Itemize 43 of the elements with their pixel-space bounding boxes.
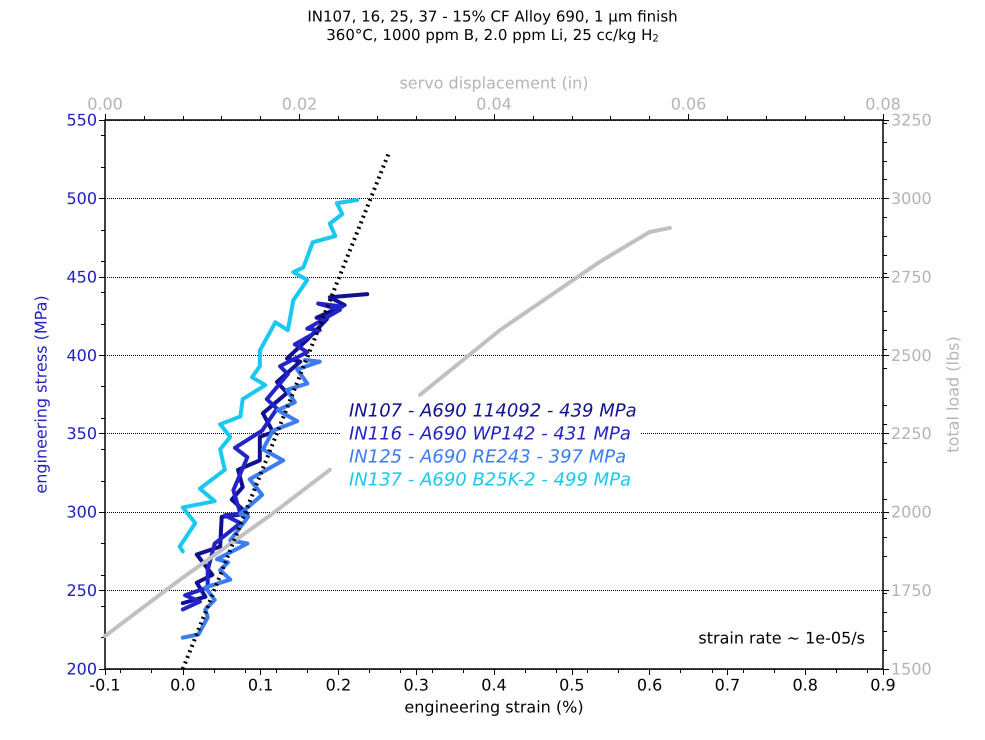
y-axis-title: engineering stress (MPa): [32, 295, 50, 494]
y2-tick-label: 2000: [891, 502, 932, 522]
x-tick-label: 0.3: [403, 676, 429, 694]
y-tick-label: 200: [66, 660, 97, 678]
y2-tick-label: 3000: [891, 188, 932, 208]
text: IN107 - A690 114092 - 439 MPa: [349, 400, 637, 422]
line-series: [180, 302, 344, 612]
x-tick-label: 0.6: [636, 676, 662, 694]
x-tick-label: -0.1: [89, 676, 121, 694]
x2-tick-label: 0.06: [670, 94, 706, 114]
y2-tick-label: 1750: [891, 581, 932, 600]
text: IN116 - A690 WP142 - 431 MPa: [349, 424, 631, 444]
x-tick-label: 0.2: [326, 676, 352, 694]
annotation: strain rate ~ 1e-05/s: [698, 628, 865, 648]
x-tick-label: 0.4: [481, 676, 507, 694]
y-tick-label: 500: [66, 188, 97, 208]
y-tick-label: 250: [66, 581, 97, 600]
text: IN137 - A690 B25K-2 - 499 MPa: [349, 470, 632, 490]
chart-title: IN107, 16, 25, 37 - 15% CF Alloy 690, 1 µm finish: [307, 8, 678, 26]
x-tick-label: 0.5: [559, 676, 585, 694]
x-tick-label: 0.0: [170, 676, 196, 694]
x-tick-label: 0.1: [248, 676, 274, 694]
text: IN125 - A690 RE243 - 397 MPa: [349, 446, 626, 468]
x2-tick-label: 0.08: [865, 94, 901, 114]
y-tick-label: 450: [66, 267, 97, 286]
x2-axis-title: servo displacement (in): [399, 74, 589, 93]
x-tick-label: 0.9: [870, 676, 896, 694]
x-axis-title: engineering strain (%): [404, 698, 584, 716]
y-tick-label: 350: [66, 424, 97, 444]
y2-tick-label: 2250: [891, 424, 932, 444]
x-tick-label: 0.8: [792, 676, 818, 694]
y-tick-label: 300: [66, 502, 97, 522]
y-tick-label: 550: [66, 110, 97, 130]
y2-tick-label: 3250: [891, 110, 932, 130]
x2-tick-label: 0.00: [87, 94, 123, 114]
y-tick-label: 400: [66, 346, 97, 365]
x-tick-label: 0.7: [714, 676, 740, 694]
y2-tick-label: 2500: [891, 346, 932, 365]
x2-tick-label: 0.02: [282, 94, 318, 114]
y2-tick-label: 1500: [891, 660, 932, 678]
y2-axis-title: total load (lbs): [944, 336, 962, 453]
y2-tick-label: 2750: [891, 267, 932, 286]
x2-tick-label: 0.04: [476, 94, 512, 114]
